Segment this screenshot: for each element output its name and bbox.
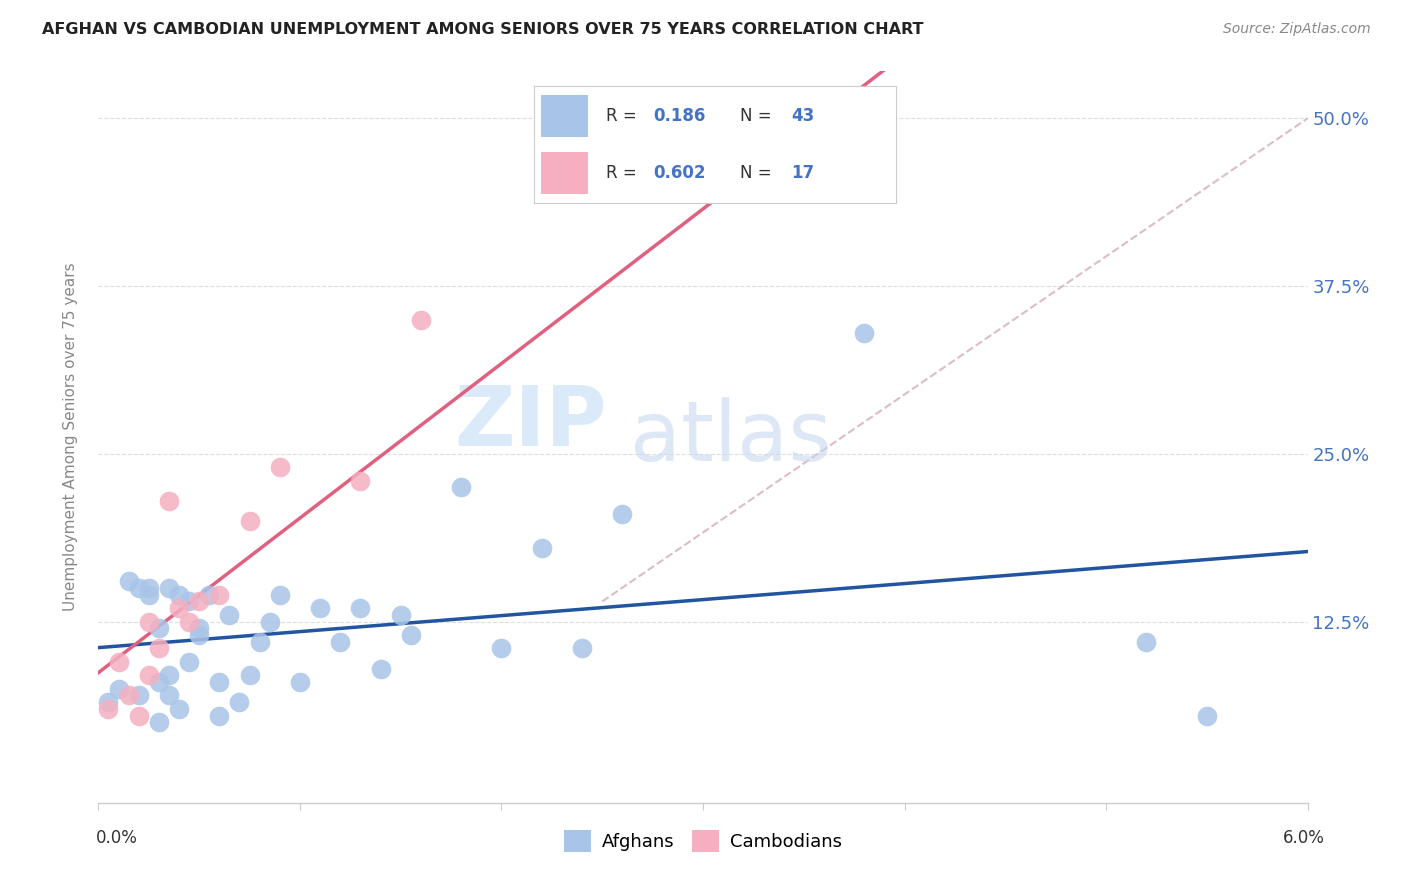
- Point: [370, 662, 392, 676]
- Point: [167, 601, 190, 615]
- Point: [97, 695, 120, 709]
- Point: [167, 588, 190, 602]
- Text: AFGHAN VS CAMBODIAN UNEMPLOYMENT AMONG SENIORS OVER 75 YEARS CORRELATION CHART: AFGHAN VS CAMBODIAN UNEMPLOYMENT AMONG S…: [42, 22, 924, 37]
- Point: [309, 601, 332, 615]
- Point: [179, 615, 201, 629]
- Point: [157, 689, 180, 703]
- Point: [450, 480, 472, 494]
- Point: [399, 628, 422, 642]
- Text: atlas: atlas: [630, 397, 832, 477]
- Point: [218, 607, 240, 622]
- Text: 6.0%: 6.0%: [1282, 829, 1324, 847]
- Point: [409, 312, 432, 326]
- Point: [491, 641, 513, 656]
- Point: [349, 474, 371, 488]
- Point: [239, 668, 262, 682]
- Point: [188, 628, 211, 642]
- Point: [198, 588, 221, 602]
- Point: [107, 681, 129, 696]
- Point: [853, 138, 876, 153]
- Point: [157, 493, 180, 508]
- Point: [138, 588, 160, 602]
- Point: [148, 675, 170, 690]
- Point: [612, 508, 634, 522]
- Point: [208, 675, 231, 690]
- Point: [530, 541, 553, 555]
- Point: [107, 655, 129, 669]
- Point: [157, 581, 180, 595]
- Point: [118, 574, 141, 589]
- Point: [1135, 634, 1157, 648]
- Point: [138, 668, 160, 682]
- Text: Source: ZipAtlas.com: Source: ZipAtlas.com: [1223, 22, 1371, 37]
- Legend: Afghans, Cambodians: Afghans, Cambodians: [557, 823, 849, 860]
- Text: 0.0%: 0.0%: [96, 829, 138, 847]
- Point: [157, 668, 180, 682]
- Point: [239, 514, 262, 528]
- Point: [571, 641, 593, 656]
- Point: [118, 689, 141, 703]
- Point: [167, 702, 190, 716]
- Point: [228, 695, 250, 709]
- Point: [853, 326, 876, 340]
- Point: [288, 675, 311, 690]
- Text: ZIP: ZIP: [454, 382, 606, 463]
- Point: [269, 588, 291, 602]
- Point: [389, 607, 412, 622]
- Point: [179, 655, 201, 669]
- Point: [349, 601, 371, 615]
- Point: [188, 621, 211, 635]
- Point: [148, 621, 170, 635]
- Point: [329, 634, 352, 648]
- Point: [179, 594, 201, 608]
- Point: [188, 594, 211, 608]
- Point: [208, 708, 231, 723]
- Point: [249, 634, 271, 648]
- Point: [128, 689, 150, 703]
- Point: [148, 715, 170, 730]
- Point: [259, 615, 281, 629]
- Point: [138, 581, 160, 595]
- Point: [128, 708, 150, 723]
- Point: [138, 615, 160, 629]
- Point: [269, 460, 291, 475]
- Point: [1195, 708, 1218, 723]
- Point: [208, 588, 231, 602]
- Y-axis label: Unemployment Among Seniors over 75 years: Unemployment Among Seniors over 75 years: [63, 263, 77, 611]
- Point: [97, 702, 120, 716]
- Point: [128, 581, 150, 595]
- Point: [148, 641, 170, 656]
